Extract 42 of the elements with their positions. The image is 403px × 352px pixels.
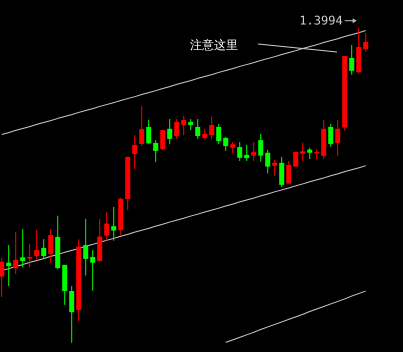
candlestick — [314, 149, 320, 160]
candlestick — [307, 147, 312, 160]
candlestick — [244, 144, 250, 162]
annotation: 注意这里 — [190, 38, 238, 52]
candlestick — [0, 257, 4, 298]
candlestick — [237, 142, 242, 162]
candlestick — [335, 119, 340, 156]
candlestick — [251, 142, 256, 162]
candlestick — [6, 244, 12, 286]
candlestick — [41, 238, 46, 260]
candlestick — [223, 136, 228, 152]
candlestick — [300, 142, 306, 162]
candlestick — [153, 140, 158, 162]
candlestick — [328, 124, 334, 148]
candlestick — [132, 134, 138, 170]
candlestick — [69, 286, 74, 344]
candlestick — [20, 228, 26, 268]
annotation: 1.3994 — [299, 14, 343, 28]
candlestick — [83, 218, 88, 276]
candlestick — [139, 106, 144, 146]
candlestick — [104, 211, 110, 242]
candlestick — [286, 160, 292, 184]
candlestick — [202, 128, 208, 140]
candlestick — [167, 118, 172, 144]
candlestick — [188, 118, 194, 131]
candlestick — [258, 133, 264, 162]
candlestick — [279, 156, 284, 188]
candlestick — [195, 118, 200, 140]
candlestick — [90, 250, 96, 292]
candlestick — [209, 116, 214, 140]
candlestick — [174, 118, 180, 140]
candlestick — [216, 124, 222, 144]
candlestick — [48, 228, 54, 264]
candlestick — [111, 206, 116, 242]
candlestick — [27, 244, 32, 268]
candlestick — [265, 149, 270, 174]
candlestick — [13, 231, 18, 275]
candlestick — [349, 44, 354, 76]
candlestick — [146, 119, 152, 144]
candlestick — [181, 115, 186, 136]
candlestick — [34, 229, 40, 260]
candlestick — [363, 32, 368, 52]
